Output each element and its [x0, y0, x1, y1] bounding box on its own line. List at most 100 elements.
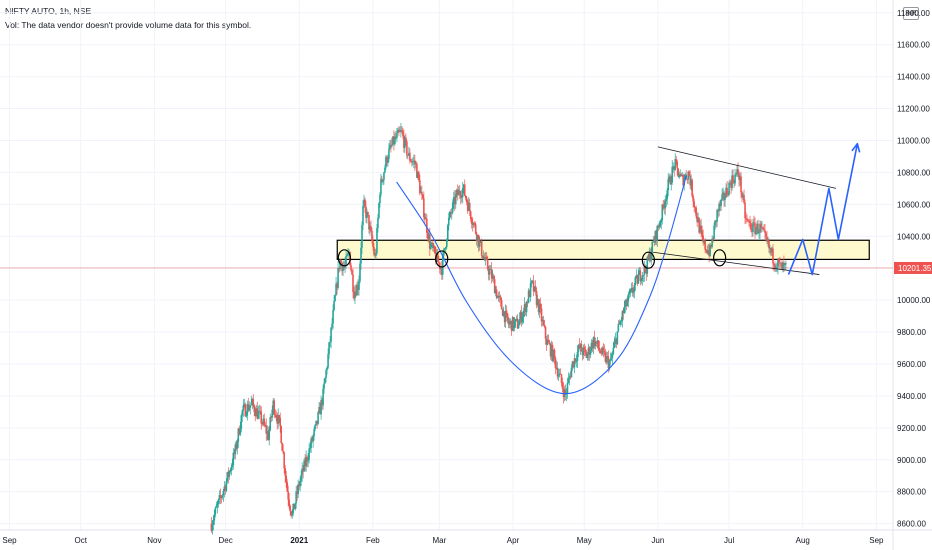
candle-body — [456, 189, 459, 196]
candle-body — [238, 428, 241, 435]
candle-body — [288, 499, 290, 506]
candle-body — [614, 338, 617, 343]
candle-body — [325, 370, 327, 379]
candle-body — [484, 256, 487, 261]
candle-body — [405, 137, 407, 142]
candle-body — [333, 301, 335, 311]
candle-body — [729, 182, 731, 184]
candle-body — [375, 252, 377, 256]
candle-body — [711, 238, 713, 247]
candle-body — [690, 179, 692, 186]
candle-body — [300, 474, 302, 481]
candle-body — [400, 130, 402, 132]
candle-body — [642, 275, 645, 276]
candle-body — [396, 133, 398, 139]
candle-body — [567, 378, 570, 383]
candle-body — [601, 347, 604, 354]
candle-body — [316, 420, 318, 424]
touch-marker-ellipse — [435, 250, 449, 268]
candle-body — [444, 246, 447, 249]
candle-body — [458, 190, 461, 196]
candle-body — [552, 349, 555, 361]
time-tick-label: Dec — [219, 536, 233, 545]
candle-body — [371, 231, 373, 241]
candle-body — [476, 235, 479, 242]
candle-body — [570, 367, 573, 378]
candle-body — [501, 309, 504, 316]
candle-body — [275, 415, 278, 419]
candle-body — [727, 194, 729, 196]
candle-body — [564, 389, 567, 395]
candle-body — [357, 284, 359, 290]
candle-body — [419, 180, 421, 194]
candle-body — [233, 452, 236, 455]
candle-body — [480, 241, 483, 256]
candle-body — [384, 167, 386, 173]
candle-body — [623, 307, 626, 314]
candle-body — [482, 257, 485, 259]
candle-body — [467, 202, 470, 211]
candle-body — [267, 431, 270, 440]
candle-body — [342, 266, 344, 271]
candle-body — [255, 408, 258, 417]
candle-body — [412, 161, 414, 163]
candle-body — [420, 191, 422, 194]
candle-body — [651, 241, 654, 254]
candle-body — [696, 216, 698, 223]
candle-body — [221, 495, 224, 498]
candle-body — [659, 222, 662, 227]
candle-body — [530, 280, 533, 283]
candle-body — [353, 292, 355, 299]
candle-body — [448, 212, 451, 218]
candle-body — [707, 250, 709, 254]
candle-body — [562, 388, 565, 397]
candle-body — [676, 161, 679, 169]
candle-body — [366, 211, 368, 218]
symbol-title[interactable]: NIFTY AUTO, 1h, NSE — [5, 6, 92, 16]
candle-body — [341, 262, 343, 271]
candle-body — [522, 310, 525, 317]
candle-body — [596, 340, 599, 344]
candle-body — [222, 491, 225, 496]
candle-body — [332, 310, 334, 324]
candle-body — [253, 405, 256, 413]
candle-body — [226, 472, 229, 482]
candle-body — [516, 318, 519, 329]
candle-body — [725, 187, 727, 198]
candle-body — [324, 378, 326, 384]
candle-body — [592, 337, 595, 349]
candle-body — [650, 253, 653, 261]
candle-body — [526, 301, 529, 303]
candle-body — [734, 174, 736, 184]
candle-body — [763, 229, 765, 231]
candle-body — [282, 450, 284, 453]
candle-body — [681, 175, 683, 177]
touch-marker-ellipse — [337, 249, 351, 267]
candle-body — [762, 227, 764, 230]
candle-body — [478, 241, 481, 247]
currency-badge[interactable]: INR — [903, 7, 919, 20]
candle-body — [547, 340, 550, 343]
candle-body — [731, 175, 733, 188]
candle-body — [250, 402, 253, 406]
candle-body — [499, 297, 502, 301]
candle-body — [605, 356, 608, 362]
candle-body — [670, 182, 673, 185]
candle-body — [629, 289, 632, 294]
candle-body — [463, 184, 466, 196]
candle-body — [627, 294, 630, 302]
candle-body — [630, 287, 633, 290]
candle-body — [722, 192, 724, 195]
candle-body — [691, 179, 693, 197]
candle-body — [243, 404, 246, 406]
candle-body — [568, 376, 571, 379]
candle-body — [294, 503, 296, 510]
candle-body — [515, 318, 518, 320]
candle-body — [449, 212, 452, 214]
candle-body — [653, 241, 656, 243]
candle-body — [423, 198, 425, 218]
candle-body — [716, 210, 718, 222]
candle-body — [398, 129, 400, 132]
